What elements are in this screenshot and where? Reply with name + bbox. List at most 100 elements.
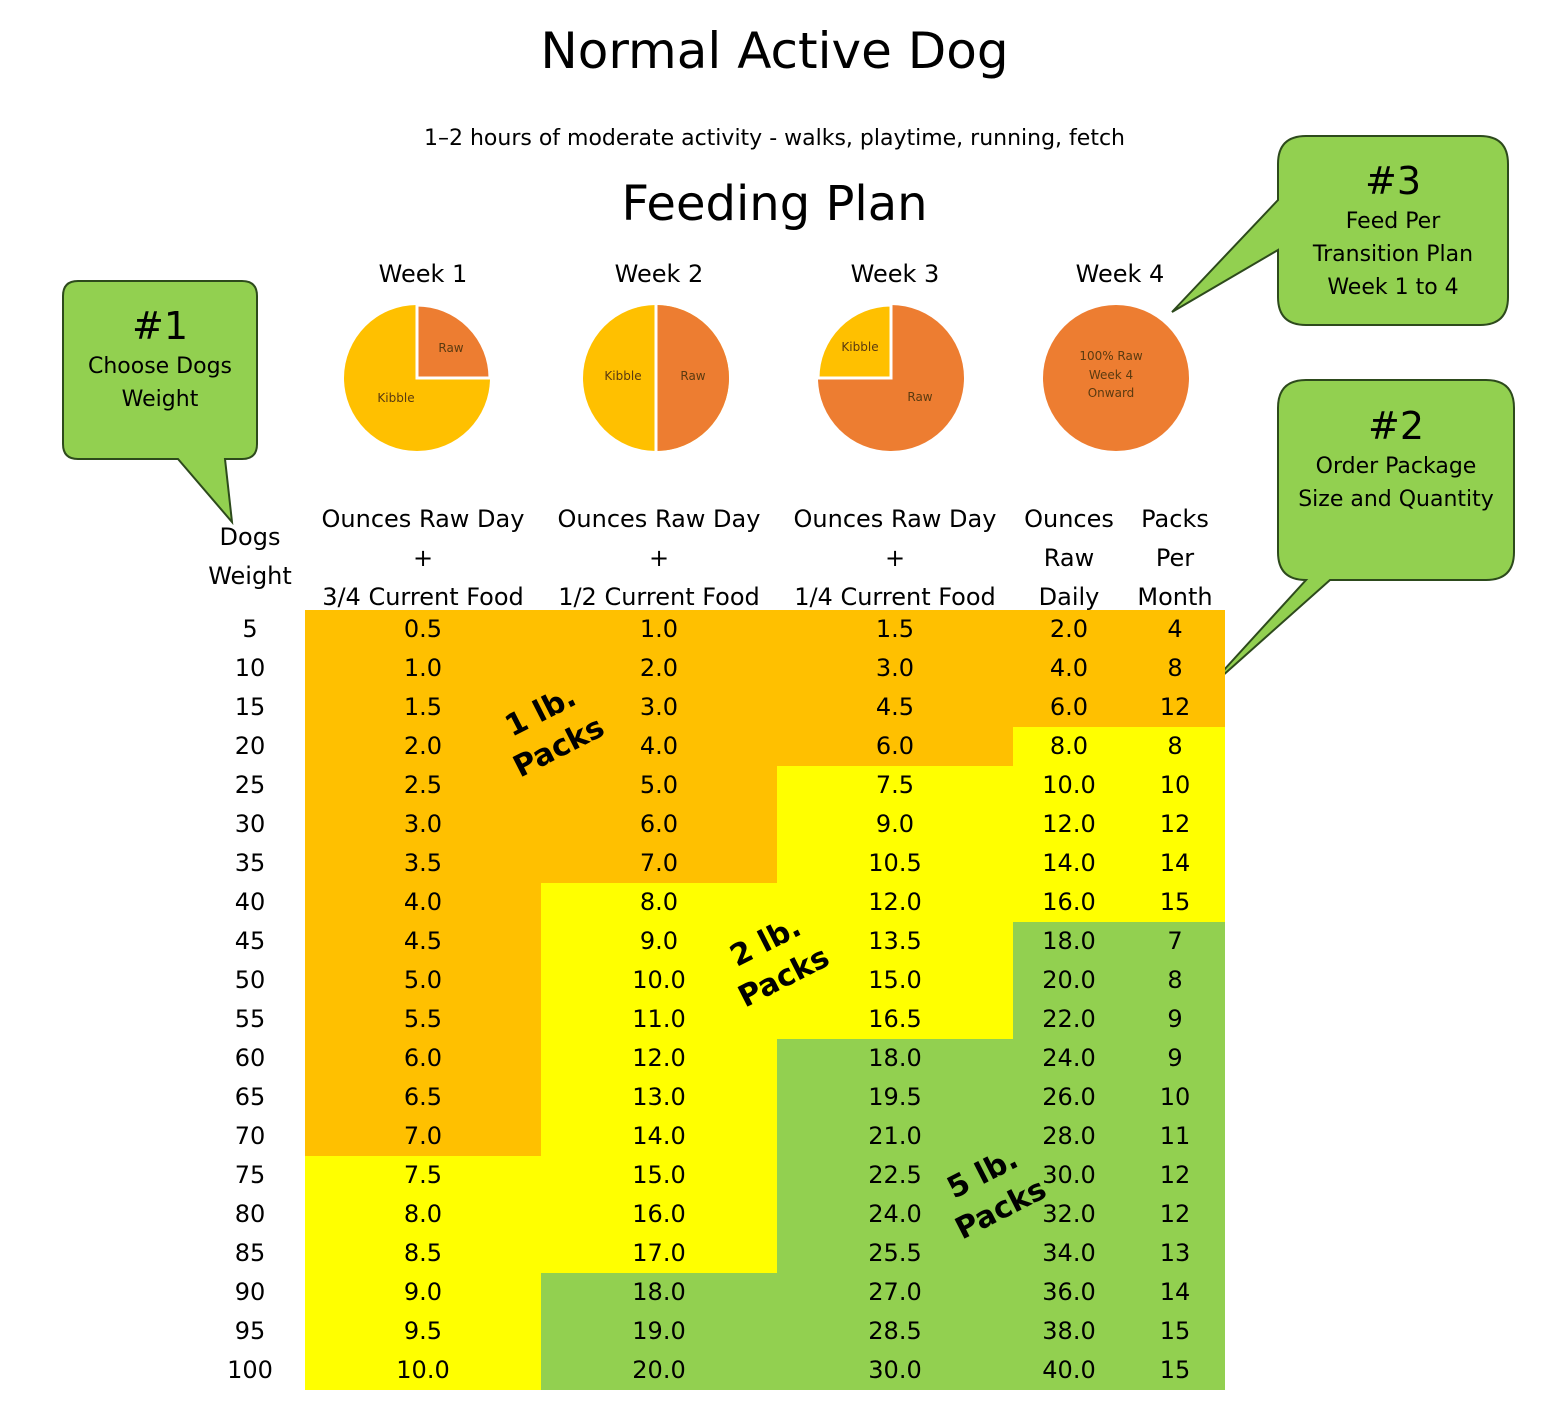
value-cell-c2: 12.0 [541, 1039, 777, 1078]
value-cell-daily: 24.0 [1013, 1039, 1125, 1078]
value-cell-c1: 3.0 [305, 805, 541, 844]
value-cell-packs: 12 [1125, 805, 1225, 844]
value-cell-daily: 14.0 [1013, 844, 1125, 883]
value-cell-c1: 4.0 [305, 883, 541, 922]
weight-cell: 85 [234, 1239, 266, 1267]
value-cell-c3: 21.0 [777, 1117, 1013, 1156]
value-cell-packs: 11 [1125, 1117, 1225, 1156]
header-week3-line2: + [884, 544, 906, 572]
callout-1-line2: Weight [121, 387, 199, 412]
week-3-pie-chart: Kibble Raw [818, 305, 964, 451]
weight-cell: 25 [234, 771, 266, 799]
header-weight-line1: Dogs [219, 523, 281, 551]
value-cell-daily: 20.0 [1013, 961, 1125, 1000]
header-week1-line3: 3/4 Current Food [322, 583, 524, 611]
weight-cell: 50 [234, 966, 266, 994]
value-cell-c2: 16.0 [541, 1195, 777, 1234]
value-cell-daily: 36.0 [1013, 1273, 1125, 1312]
value-cell-daily: 40.0 [1013, 1351, 1125, 1390]
value-cell-c3: 27.0 [777, 1273, 1013, 1312]
callout-3-line2: Transition Plan [1312, 242, 1474, 267]
value-cell-daily: 12.0 [1013, 805, 1125, 844]
week-4-week-label: Week 4 [1089, 368, 1133, 382]
value-cell-c3: 18.0 [777, 1039, 1013, 1078]
value-cell-c3: 4.5 [777, 688, 1013, 727]
value-cell-daily: 32.0 [1013, 1195, 1125, 1234]
value-cell-packs: 15 [1125, 1351, 1225, 1390]
header-week2: Ounces Raw Day + 1/2 Current Food [541, 500, 777, 617]
value-cell-c1: 8.0 [305, 1195, 541, 1234]
value-cell-packs: 8 [1125, 961, 1225, 1000]
value-cell-c1: 2.5 [305, 766, 541, 805]
value-cell-c1: 0.5 [305, 610, 541, 649]
value-cell-c3: 3.0 [777, 649, 1013, 688]
value-cell-c2: 1.0 [541, 610, 777, 649]
callout-2: #2 Order Package Size and Quantity [1278, 402, 1514, 516]
value-cell-c1: 10.0 [305, 1351, 541, 1390]
callout-1-bubble [62, 280, 258, 526]
value-cell-c1: 6.0 [305, 1039, 541, 1078]
value-cell-c1: 5.5 [305, 1000, 541, 1039]
callout-3-line1: Feed Per [1345, 209, 1441, 234]
value-cell-c3: 9.0 [777, 805, 1013, 844]
activity-subtitle: 1–2 hours of moderate activity - walks, … [424, 126, 1125, 151]
value-cell-daily: 2.0 [1013, 610, 1125, 649]
week-4-onward-label: Onward [1088, 386, 1135, 400]
feeding-plan-title: Feeding Plan [621, 176, 928, 232]
value-cell-daily: 38.0 [1013, 1312, 1125, 1351]
value-cell-packs: 4 [1125, 610, 1225, 649]
callout-2-number: #2 [1367, 404, 1425, 448]
header-dogs-weight: Dogs Weight [195, 518, 305, 596]
value-cell-c3: 12.0 [777, 883, 1013, 922]
value-cell-c2: 20.0 [541, 1351, 777, 1390]
week-1-pie-chart: Raw Kibble [344, 305, 490, 451]
week-4-raw-slice [1043, 305, 1189, 451]
callout-2-line1: Order Package [1315, 454, 1477, 479]
value-cell-packs: 12 [1125, 1156, 1225, 1195]
value-cell-c3: 24.0 [777, 1195, 1013, 1234]
weight-cell: 40 [234, 888, 266, 916]
value-cell-c2: 3.0 [541, 688, 777, 727]
value-cell-c3: 30.0 [777, 1351, 1013, 1390]
week-2-kibble-label: Kibble [604, 369, 641, 383]
value-cell-c2: 5.0 [541, 766, 777, 805]
week-4-label: Week 4 [1075, 260, 1165, 288]
weight-cell: 80 [234, 1200, 266, 1228]
value-cell-c1: 1.0 [305, 649, 541, 688]
header-weight-line2: Weight [208, 562, 292, 590]
value-cell-c3: 22.5 [777, 1156, 1013, 1195]
value-cell-c3: 28.5 [777, 1312, 1013, 1351]
value-cell-daily: 22.0 [1013, 1000, 1125, 1039]
value-cell-packs: 15 [1125, 1312, 1225, 1351]
weight-cell: 10 [234, 654, 266, 682]
header-ounces-daily: Ounces Raw Daily [1013, 500, 1125, 617]
value-cell-c3: 1.5 [777, 610, 1013, 649]
header-week2-line1: Ounces Raw Day [557, 505, 761, 533]
value-cell-daily: 8.0 [1013, 727, 1125, 766]
value-cell-c2: 7.0 [541, 844, 777, 883]
value-cell-c3: 6.0 [777, 727, 1013, 766]
header-week1: Ounces Raw Day + 3/4 Current Food [305, 500, 541, 617]
header-week3-line1: Ounces Raw Day [793, 505, 997, 533]
week-3-kibble-label: Kibble [841, 340, 878, 354]
header-daily-line3: Daily [1038, 583, 1100, 611]
header-daily-line2: Raw [1043, 544, 1095, 572]
page-title: Normal Active Dog [540, 22, 1009, 80]
weight-cell: 35 [234, 849, 266, 877]
value-cell-c1: 9.0 [305, 1273, 541, 1312]
value-cell-daily: 4.0 [1013, 649, 1125, 688]
value-cell-c1: 2.0 [305, 727, 541, 766]
value-cell-daily: 16.0 [1013, 883, 1125, 922]
header-week3-line3: 1/4 Current Food [794, 583, 996, 611]
value-cell-packs: 14 [1125, 844, 1225, 883]
weight-cell: 90 [234, 1278, 266, 1306]
value-cell-c2: 11.0 [541, 1000, 777, 1039]
value-cell-daily: 10.0 [1013, 766, 1125, 805]
value-cell-packs: 15 [1125, 883, 1225, 922]
value-cell-c2: 8.0 [541, 883, 777, 922]
value-cell-packs: 9 [1125, 1039, 1225, 1078]
value-cell-c2: 4.0 [541, 727, 777, 766]
weight-cell: 75 [234, 1161, 266, 1189]
